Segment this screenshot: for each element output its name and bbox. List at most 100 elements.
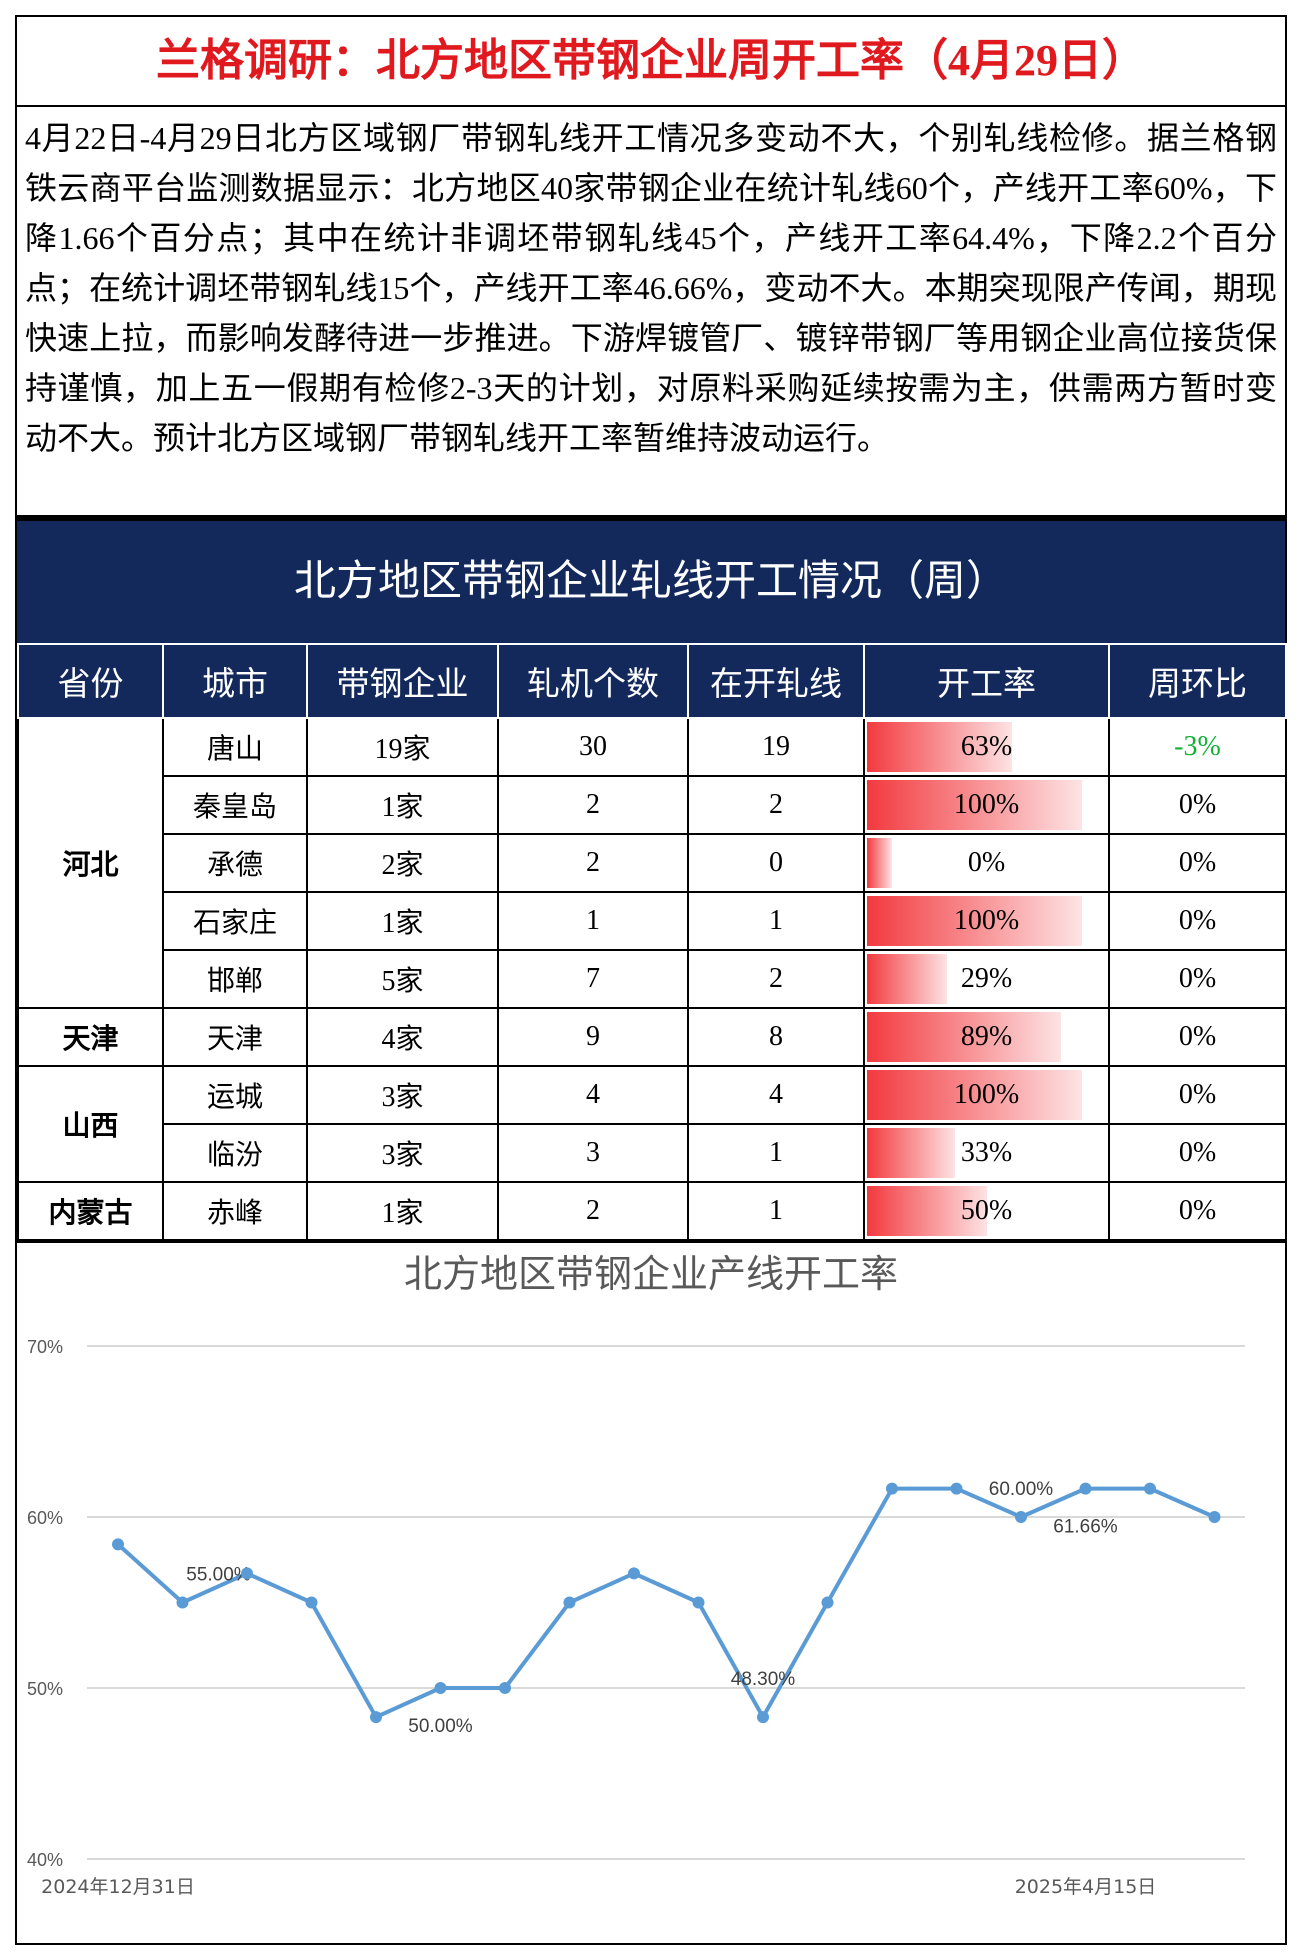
point xyxy=(1079,1482,1092,1495)
province-cell: 河北 xyxy=(17,717,164,1009)
change-cell: 0% xyxy=(1108,775,1287,835)
point xyxy=(886,1482,898,1495)
cell: 19家 xyxy=(306,717,499,777)
rate-bar xyxy=(867,1070,1082,1120)
rate-bar xyxy=(867,1186,987,1236)
cell: 1家 xyxy=(306,1181,499,1241)
table-row: 石家庄 1家 1 1 100% 0% xyxy=(18,891,1287,951)
point xyxy=(112,1538,124,1551)
rate-label: 100% xyxy=(953,1079,1020,1110)
rate-bar xyxy=(867,722,1012,772)
point xyxy=(821,1596,834,1609)
change-cell: -3% xyxy=(1108,717,1287,777)
cell: 4家 xyxy=(306,1007,499,1067)
rate-bar xyxy=(867,896,1082,946)
rate-cell: 0% xyxy=(863,833,1110,893)
data-label: 55.00% xyxy=(186,1565,251,1586)
column-header: 在开轧线 xyxy=(687,643,865,719)
rate-bar xyxy=(867,1128,955,1178)
table: 省份 城市 带钢企业 轧机个数 在开轧线 开工率 周环比 河北 唐山 19家 30 19 63% -3%… xyxy=(17,643,1287,1241)
y-tick-label: 60% xyxy=(27,1508,63,1528)
title: 兰格调研：北方地区带钢企业周开工率（4月29日） xyxy=(17,17,1285,107)
y-tick-label: 70% xyxy=(27,1337,63,1357)
cell: 1家 xyxy=(306,891,499,951)
table-row: 河北 唐山 19家 30 19 63% -3% xyxy=(17,717,1287,1009)
table-title: 北方地区带钢企业轧线开工情况（周） xyxy=(17,521,1285,643)
rate-bar xyxy=(867,838,892,888)
rate-cell: 89% xyxy=(863,1007,1110,1067)
cell: 天津 xyxy=(162,1007,308,1067)
cell: 5家 xyxy=(306,949,499,1009)
data-label: 50.00% xyxy=(408,1716,473,1737)
rate-bar xyxy=(867,780,1082,830)
frame: 兰格调研：北方地区带钢企业周开工率（4月29日） 4月22日-4月29日北方区域… xyxy=(15,15,1287,1945)
series-line xyxy=(116,1486,1216,1720)
point xyxy=(1208,1511,1221,1523)
cell: 3 xyxy=(497,1123,689,1183)
cell: 3家 xyxy=(306,1123,499,1183)
table-row: 秦皇岛 1家 2 2 100% 0% xyxy=(18,775,1287,835)
rate-label: 50% xyxy=(960,1195,1013,1226)
change-cell: 0% xyxy=(1108,1065,1287,1125)
x-tick-label: 2024年12月31日 xyxy=(41,1876,195,1898)
cell: 2 xyxy=(497,833,689,893)
cell: 临汾 xyxy=(162,1123,308,1183)
rate-label: 89% xyxy=(960,1021,1013,1052)
table-row: 天津 天津 4家 9 8 89% 0% xyxy=(17,1007,1287,1067)
data-label: 60.00% xyxy=(989,1479,1054,1500)
point xyxy=(499,1682,511,1694)
point xyxy=(176,1596,189,1609)
cell: 2 xyxy=(497,775,689,835)
province-cell: 山西 xyxy=(17,1065,164,1183)
cell: 1 xyxy=(687,1123,865,1183)
cell: 3家 xyxy=(306,1065,499,1125)
change-cell: 0% xyxy=(1108,1007,1287,1067)
rate-cell: 100% xyxy=(863,775,1110,835)
rate-cell: 100% xyxy=(863,1065,1110,1125)
change-cell: 0% xyxy=(1108,949,1287,1009)
change-cell: 0% xyxy=(1108,833,1287,893)
change-cell: 0% xyxy=(1108,1123,1287,1183)
cell: 4 xyxy=(497,1065,689,1125)
point xyxy=(692,1596,705,1609)
cell: 0 xyxy=(687,833,865,893)
chart-title: 北方地区带钢企业产线开工率 xyxy=(404,1252,898,1296)
chart: 北方地区带钢企业产线开工率 40% 50% 60% 70% 2024年12月31日 202… xyxy=(17,1241,1285,1898)
cell: 承德 xyxy=(162,833,308,893)
cell: 运城 xyxy=(162,1065,308,1125)
change-cell: 0% xyxy=(1108,891,1287,951)
rate-cell: 33% xyxy=(863,1123,1110,1183)
cell: 8 xyxy=(687,1007,865,1067)
cell: 1 xyxy=(687,891,865,951)
cell: 30 xyxy=(497,717,689,777)
cell: 赤峰 xyxy=(162,1181,308,1241)
x-tick-label: 2025年4月15日 xyxy=(1015,1876,1157,1898)
column-header: 轧机个数 xyxy=(497,643,689,719)
rate-cell: 50% xyxy=(863,1181,1110,1241)
cell: 1 xyxy=(687,1181,865,1241)
point xyxy=(434,1682,447,1694)
point xyxy=(757,1711,769,1724)
column-header: 省份 xyxy=(17,643,164,719)
column-header: 带钢企业 xyxy=(306,643,499,719)
point xyxy=(1015,1511,1027,1523)
y-tick-label: 40% xyxy=(27,1850,63,1870)
change-cell: 0% xyxy=(1108,1181,1287,1241)
column-header: 开工率 xyxy=(863,643,1110,719)
rate-cell: 100% xyxy=(863,891,1110,951)
column-header: 城市 xyxy=(162,643,308,719)
table-row: 承德 2家 2 0 0% 0% xyxy=(18,833,1287,893)
table-row: 邯郸 5家 7 2 29% 0% xyxy=(18,949,1287,1009)
cell: 邯郸 xyxy=(162,949,308,1009)
table-row: 内蒙古 赤峰 1家 2 1 50% 0% xyxy=(17,1181,1287,1241)
rate-bar xyxy=(867,1012,1062,1062)
point xyxy=(950,1482,963,1495)
summary: 4月22日-4月29日北方区域钢厂带钢轧线开工情况多变动不大，个别轧线检修。据兰… xyxy=(17,107,1285,521)
point xyxy=(563,1596,576,1609)
cell: 1家 xyxy=(306,775,499,835)
point xyxy=(370,1711,382,1724)
header-row: 省份 城市 带钢企业 轧机个数 在开轧线 开工率 周环比 xyxy=(17,643,1287,719)
province-cell: 天津 xyxy=(17,1007,164,1067)
point xyxy=(241,1567,253,1580)
